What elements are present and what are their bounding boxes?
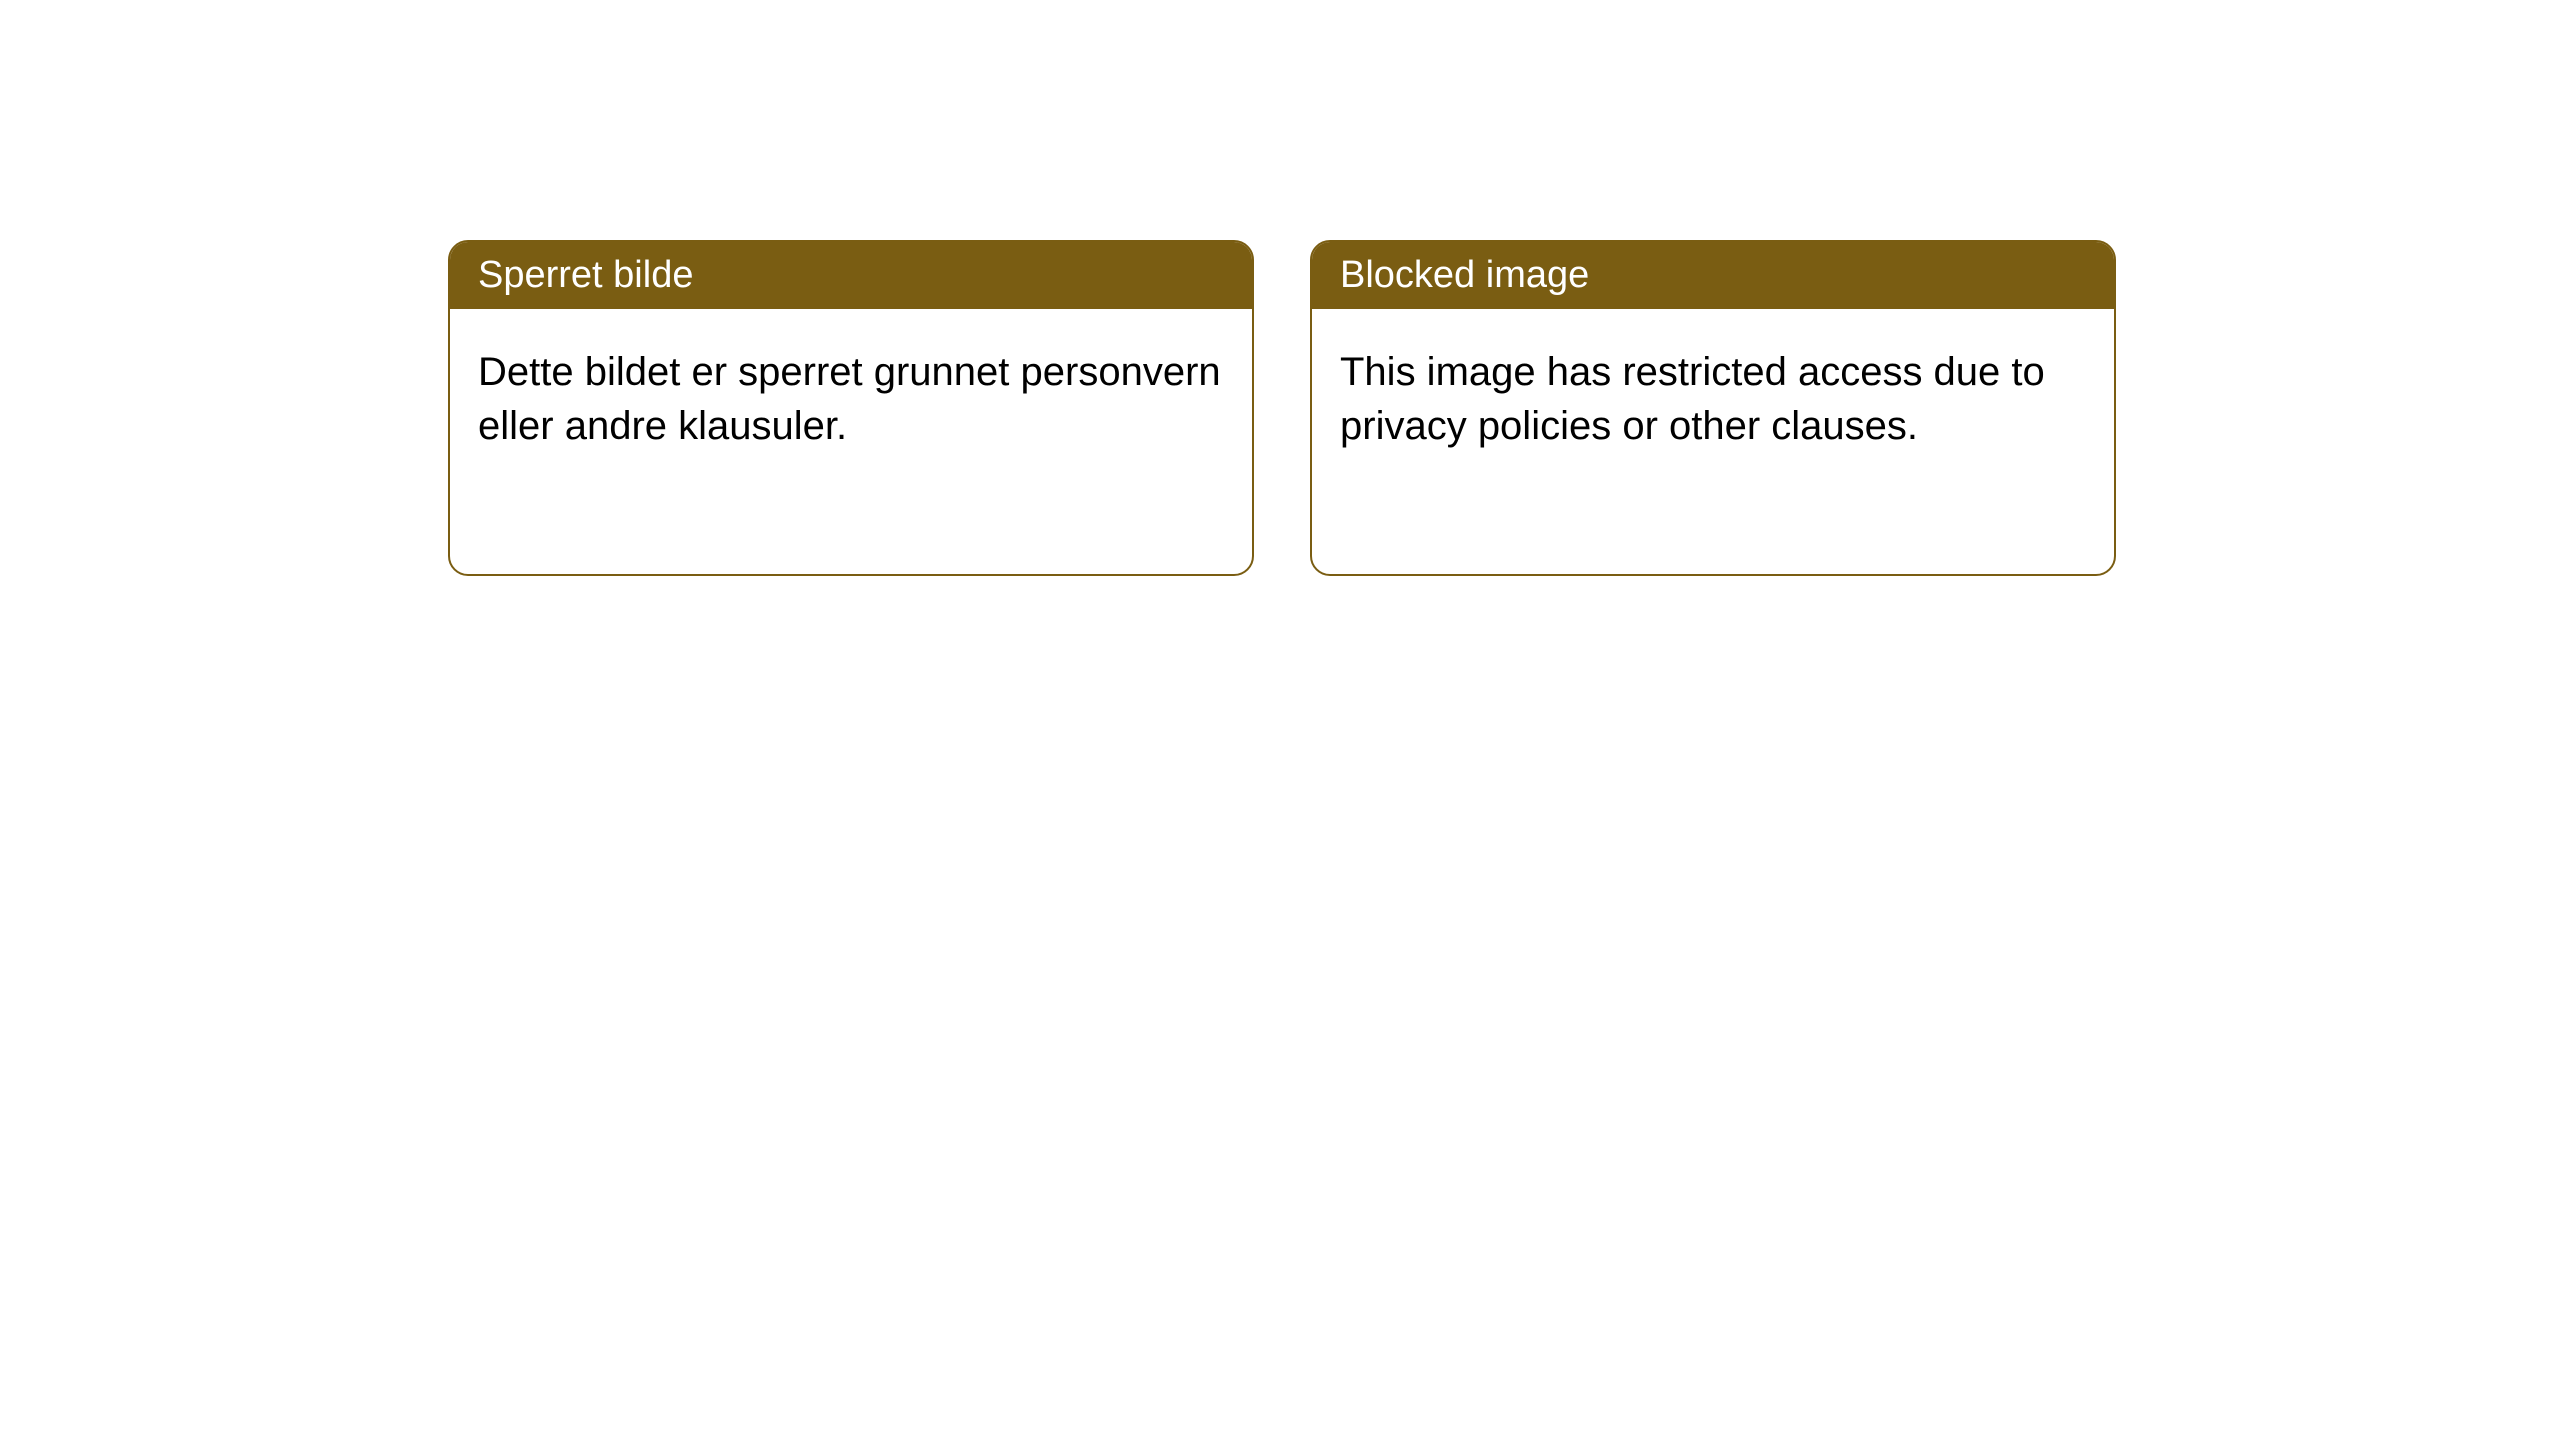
- card-body: Dette bildet er sperret grunnet personve…: [450, 309, 1252, 489]
- notice-card-english: Blocked image This image has restricted …: [1310, 240, 2116, 576]
- card-header: Blocked image: [1312, 242, 2114, 309]
- card-message: This image has restricted access due to …: [1340, 350, 2045, 448]
- card-title: Blocked image: [1340, 254, 1589, 296]
- card-body: This image has restricted access due to …: [1312, 309, 2114, 489]
- notice-cards-container: Sperret bilde Dette bildet er sperret gr…: [0, 0, 2560, 576]
- card-title: Sperret bilde: [478, 254, 693, 296]
- card-message: Dette bildet er sperret grunnet personve…: [478, 350, 1221, 448]
- card-header: Sperret bilde: [450, 242, 1252, 309]
- notice-card-norwegian: Sperret bilde Dette bildet er sperret gr…: [448, 240, 1254, 576]
